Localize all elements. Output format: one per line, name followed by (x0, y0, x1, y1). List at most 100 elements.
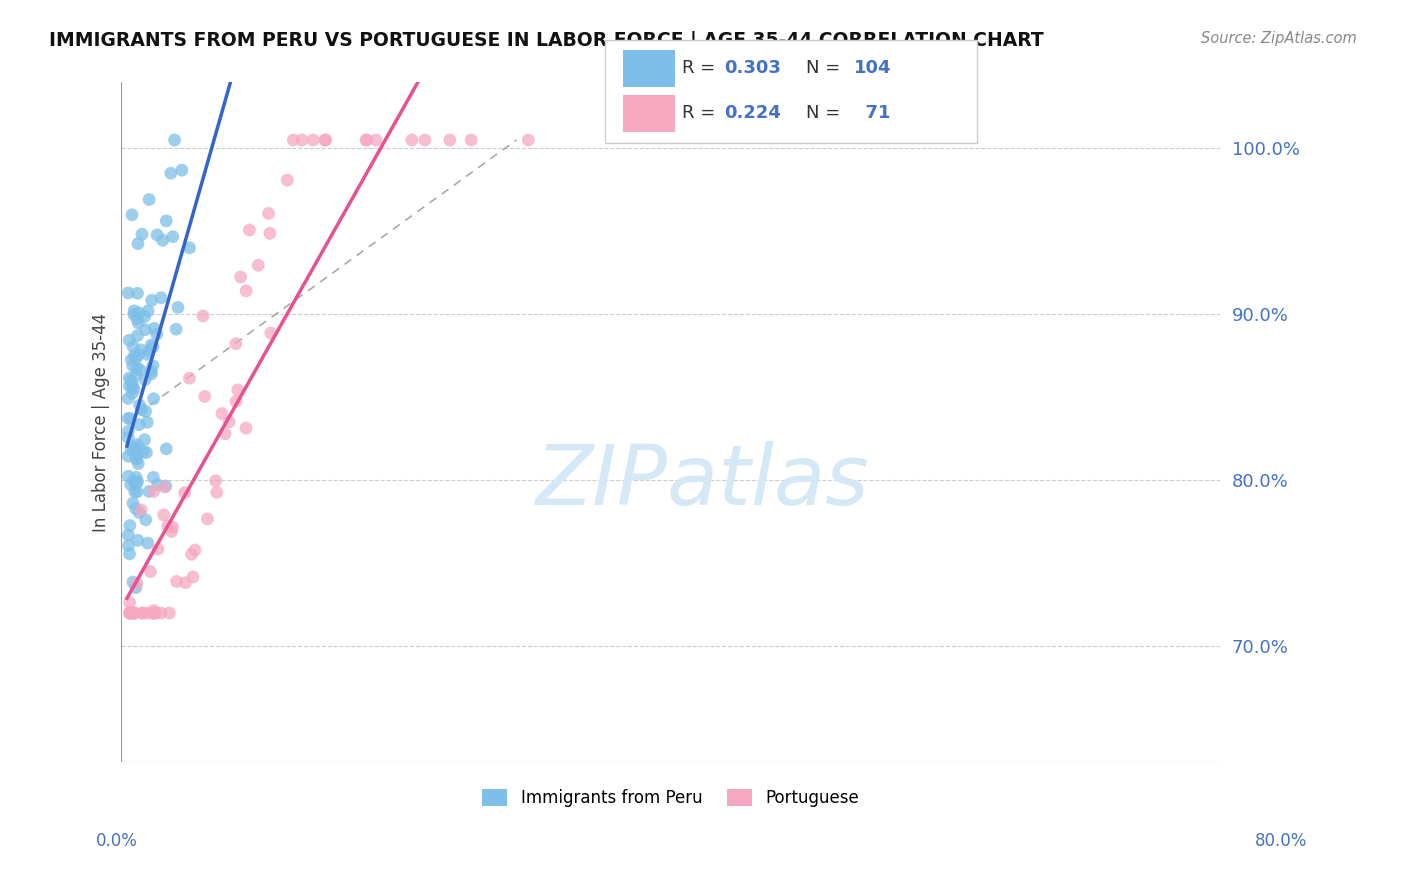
Point (125, 484, 148, 499)
Point (125, 475, 148, 489)
Point (128, 306, 150, 320)
Point (117, 449, 139, 463)
Point (124, 501, 146, 516)
Point (128, 506, 150, 520)
Point (134, 433, 156, 447)
Point (127, 457, 149, 471)
Point (131, 402, 153, 417)
Point (124, 606, 146, 620)
Point (173, 485, 195, 500)
Point (125, 451, 148, 466)
Point (145, 327, 167, 342)
Point (142, 359, 165, 373)
Point (150, 291, 173, 305)
Point (146, 478, 169, 492)
Point (225, 394, 247, 409)
Point (121, 208, 143, 222)
Text: 0.303: 0.303 (724, 60, 780, 78)
Point (125, 451, 148, 466)
Point (162, 229, 184, 244)
Point (131, 606, 153, 620)
Point (194, 389, 217, 403)
Point (211, 407, 233, 421)
Point (229, 270, 252, 285)
Point (122, 474, 145, 488)
Point (120, 606, 142, 620)
Point (128, 348, 150, 362)
Point (225, 336, 247, 351)
Point (129, 503, 152, 517)
Point (117, 392, 139, 406)
Point (125, 368, 148, 382)
Point (138, 484, 160, 499)
Text: 0.224: 0.224 (724, 104, 780, 122)
Point (127, 533, 149, 548)
Point (118, 606, 141, 620)
Point (131, 606, 153, 620)
Point (204, 474, 226, 488)
Point (165, 322, 187, 336)
Point (143, 606, 166, 620)
Point (125, 581, 148, 595)
Point (191, 309, 214, 323)
Point (315, 133, 337, 147)
Point (135, 513, 157, 527)
Point (120, 477, 142, 491)
Point (174, 575, 197, 590)
Point (120, 373, 142, 387)
Point (413, 133, 436, 147)
Point (122, 340, 145, 354)
Point (122, 307, 145, 321)
Point (184, 543, 207, 558)
Point (121, 606, 143, 620)
Point (155, 479, 177, 493)
Point (135, 404, 157, 418)
Point (142, 470, 165, 484)
Point (124, 484, 146, 499)
Point (118, 606, 141, 620)
Text: ZIPatlas: ZIPatlas (536, 442, 870, 522)
Point (125, 477, 148, 491)
Point (142, 606, 165, 620)
Text: 80.0%: 80.0% (1256, 831, 1308, 849)
Point (218, 415, 240, 429)
Y-axis label: In Labor Force | Age 35-44: In Labor Force | Age 35-44 (93, 312, 110, 532)
Point (136, 415, 159, 429)
Point (118, 333, 141, 347)
Point (155, 214, 177, 228)
Point (146, 227, 169, 242)
Point (356, 133, 378, 147)
Point (163, 133, 186, 147)
Point (247, 258, 270, 272)
Point (146, 542, 169, 557)
Point (276, 173, 298, 187)
Point (125, 351, 148, 365)
Point (238, 223, 260, 237)
Point (160, 524, 183, 539)
Point (149, 606, 172, 620)
Point (153, 480, 176, 494)
Point (122, 606, 145, 620)
Text: 71: 71 (853, 104, 891, 122)
Point (132, 444, 155, 458)
Point (138, 343, 160, 358)
Point (135, 445, 157, 459)
Point (117, 431, 139, 445)
Point (125, 470, 148, 484)
Point (179, 371, 201, 385)
Point (127, 286, 149, 301)
Point (155, 442, 177, 456)
Point (260, 326, 283, 340)
Text: IMMIGRANTS FROM PERU VS PORTUGUESE IN LABOR FORCE | AGE 35-44 CORRELATION CHART: IMMIGRANTS FROM PERU VS PORTUGUESE IN LA… (49, 31, 1045, 51)
Point (120, 411, 142, 425)
Point (122, 304, 145, 318)
Point (127, 316, 149, 330)
Point (259, 227, 281, 241)
Point (125, 576, 148, 591)
Point (117, 424, 139, 438)
Point (118, 379, 141, 393)
Point (136, 606, 159, 620)
Point (121, 359, 143, 373)
Point (517, 133, 540, 147)
Point (120, 352, 142, 367)
